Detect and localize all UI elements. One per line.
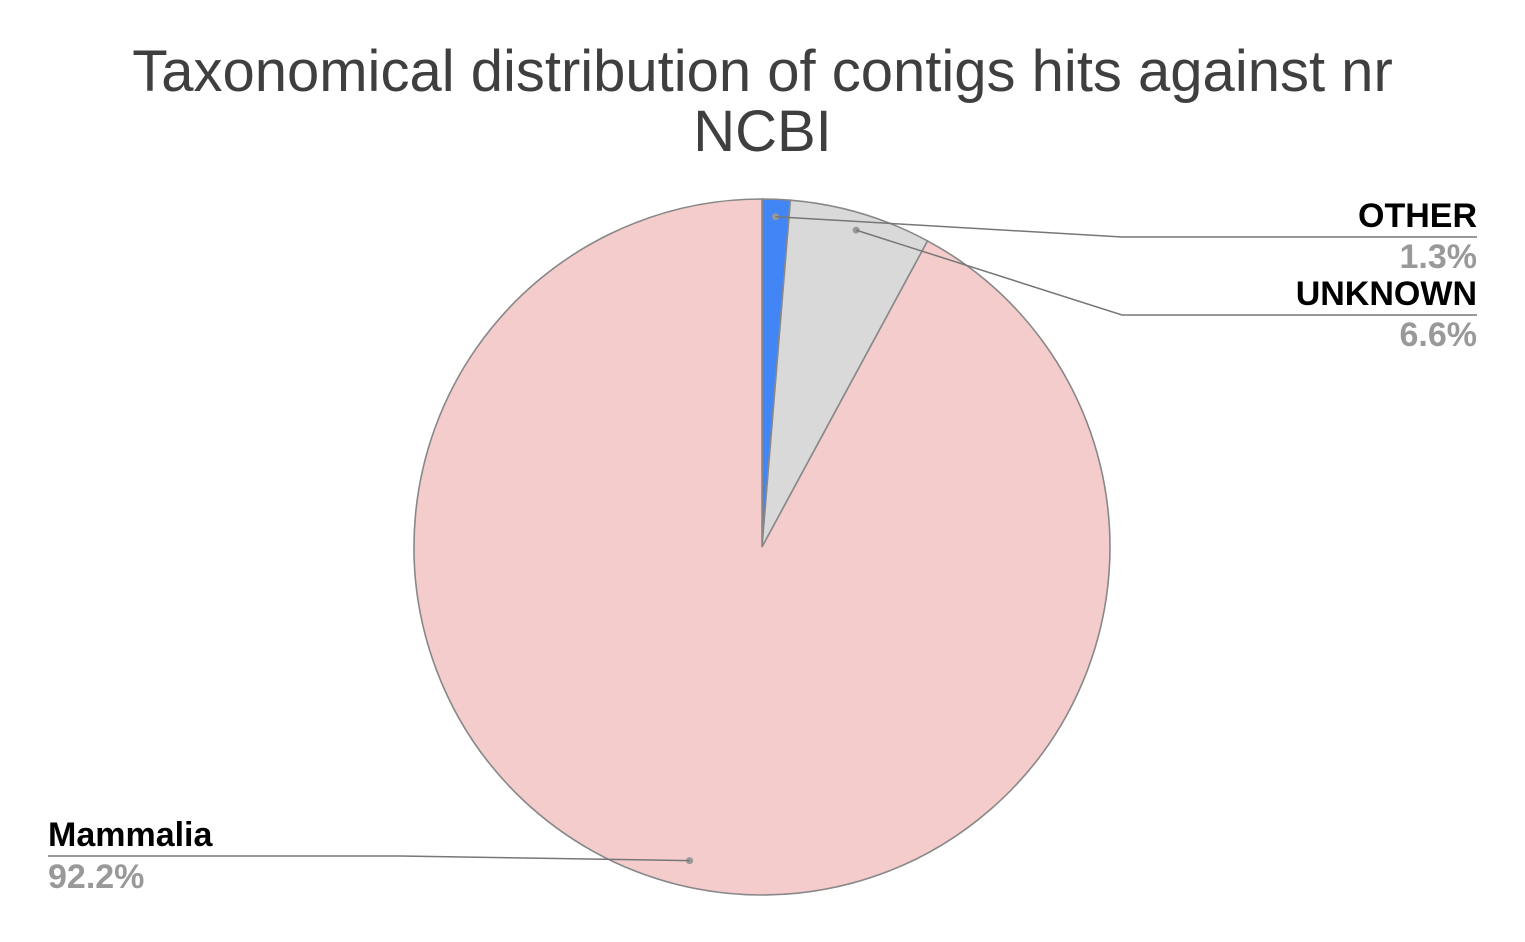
slice-label-unknown: UNKNOWN: [1296, 275, 1477, 313]
pie-slice-unknown[interactable]: [761, 199, 929, 548]
slice-value-unknown: 6.6%: [1400, 316, 1478, 354]
callout-mammalia: Mammalia 92.2%: [48, 816, 694, 896]
slice-value-mammalia: 92.2%: [48, 858, 144, 896]
leader-line-unknown: [855, 229, 1477, 316]
slice-value-other: 1.3%: [1400, 238, 1478, 276]
chart-title-line-1: Taxonomical distribution of contigs hits…: [132, 39, 1393, 104]
chart-title-line-2: NCBI: [693, 99, 832, 164]
slice-label-other: OTHER: [1358, 197, 1477, 235]
chart-title: Taxonomical distribution of contigs hits…: [0, 42, 1525, 162]
pie-slices: [413, 198, 1111, 896]
pie-slice-mammalia[interactable]: [413, 198, 1111, 896]
leader-line-mammalia: [48, 855, 690, 862]
leader-line-other: [775, 215, 1477, 238]
slice-label-mammalia: Mammalia: [48, 816, 213, 854]
